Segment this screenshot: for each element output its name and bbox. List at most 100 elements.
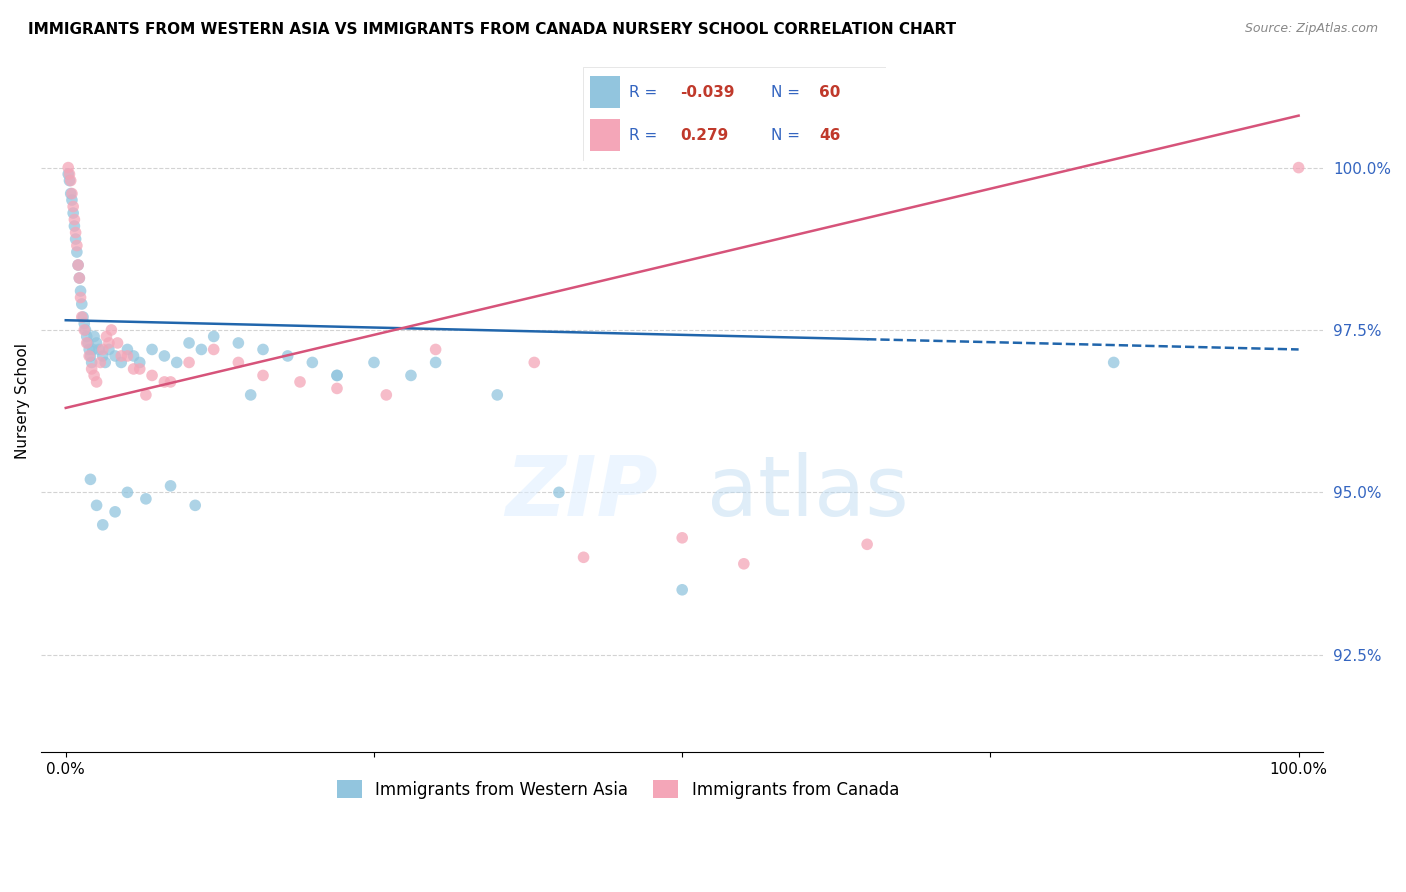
Point [79,472,101,486]
Point [86,335,108,350]
Point [425,343,447,357]
Point [77,343,100,357]
Point [73,317,96,331]
Point [288,375,311,389]
Text: ZIP: ZIP [505,452,658,533]
Point [277,349,299,363]
Point [69,291,91,305]
Point [301,355,323,369]
Point [252,368,274,383]
Point [80,362,103,376]
Y-axis label: Nursery School: Nursery School [15,343,30,459]
Point [97,335,120,350]
Point [62,200,84,214]
Point [67,271,90,285]
Point [86,375,108,389]
Point [83,329,105,343]
Point [117,485,139,500]
Point [67,258,90,272]
Point [76,335,98,350]
Point [399,368,422,383]
Point [117,343,139,357]
Point [58,167,80,181]
Point [67,258,90,272]
Text: 60: 60 [820,85,841,100]
Point [326,368,349,383]
Point [153,375,176,389]
Text: atlas: atlas [707,452,908,533]
Point [83,368,105,383]
Point [60,193,83,207]
Point [79,349,101,363]
Point [60,186,83,201]
Point [72,310,94,324]
Point [107,335,129,350]
Point [63,212,86,227]
Point [177,335,200,350]
Point [69,284,91,298]
Point [190,343,212,357]
Point [122,349,145,363]
Point [77,335,100,350]
Point [375,388,398,402]
Point [228,335,250,350]
Point [86,499,108,513]
Point [63,219,86,233]
FancyBboxPatch shape [589,120,620,152]
Point [70,297,93,311]
Point [58,161,80,175]
Point [97,343,120,357]
Point [65,226,87,240]
Point [733,557,755,571]
Point [326,381,349,395]
Point [67,271,90,285]
Point [572,550,595,565]
Text: 46: 46 [820,128,841,143]
Point [425,355,447,369]
Point [62,206,84,220]
Point [135,388,157,402]
Point [363,355,385,369]
Point [70,310,93,324]
Point [80,355,103,369]
Point [96,329,118,343]
Point [82,343,104,357]
FancyBboxPatch shape [589,77,620,108]
Point [202,343,225,357]
Point [76,329,98,343]
Point [153,349,176,363]
Point [91,349,114,363]
Point [177,355,200,369]
Point [128,355,150,369]
Text: 0.279: 0.279 [681,128,728,143]
Point [159,479,181,493]
Text: R =: R = [628,128,666,143]
Point [135,491,157,506]
Point [104,349,127,363]
Point [856,537,879,551]
Point [486,388,509,402]
Point [89,355,111,369]
Point [122,362,145,376]
Point [66,238,89,252]
Point [91,343,114,357]
Text: R =: R = [628,85,662,100]
Point [58,173,80,187]
Point [671,582,693,597]
Point [523,355,546,369]
Point [110,355,132,369]
FancyBboxPatch shape [583,67,886,161]
Point [58,167,80,181]
Point [548,485,571,500]
Point [94,355,117,369]
Legend: Immigrants from Western Asia, Immigrants from Canada: Immigrants from Western Asia, Immigrants… [329,772,907,807]
Point [239,388,262,402]
Text: IMMIGRANTS FROM WESTERN ASIA VS IMMIGRANTS FROM CANADA NURSERY SCHOOL CORRELATIO: IMMIGRANTS FROM WESTERN ASIA VS IMMIGRAN… [28,22,956,37]
Point [59,186,82,201]
Point [117,349,139,363]
Point [128,362,150,376]
Point [91,517,114,532]
Point [159,375,181,389]
Point [228,355,250,369]
Point [77,349,100,363]
